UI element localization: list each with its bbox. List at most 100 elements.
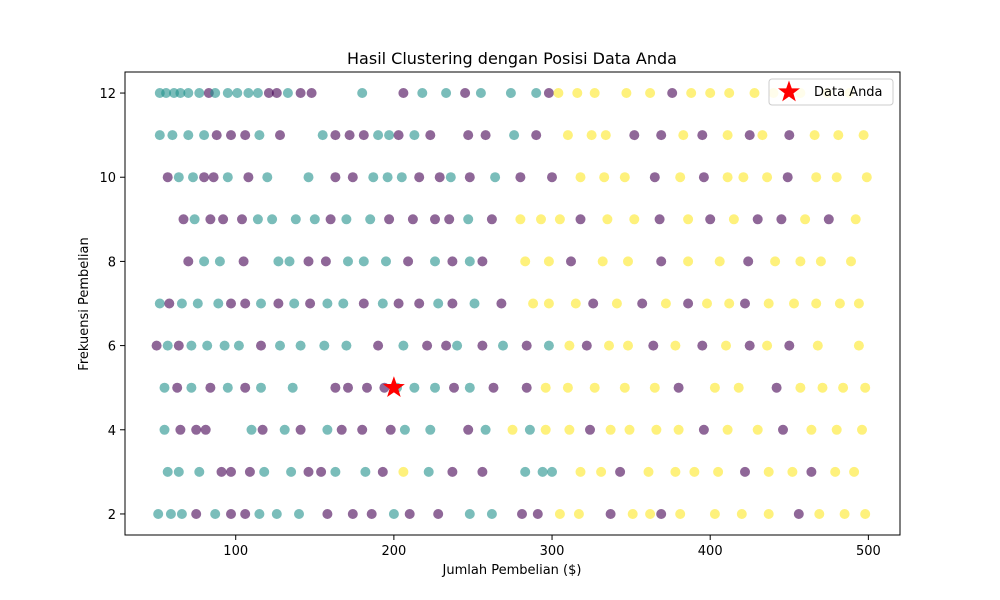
data-point (469, 298, 480, 309)
data-point (477, 256, 488, 267)
data-point (273, 298, 284, 309)
data-point (744, 340, 755, 351)
data-point (629, 214, 640, 225)
data-point (384, 130, 395, 141)
data-point (441, 340, 452, 351)
data-point (377, 466, 388, 477)
data-point (524, 424, 535, 435)
data-point (853, 340, 864, 351)
data-point (303, 172, 314, 183)
data-point (724, 88, 735, 98)
data-point (322, 424, 333, 435)
data-point (554, 214, 565, 225)
data-point (667, 88, 678, 98)
data-point (161, 88, 172, 98)
data-point (515, 214, 526, 225)
data-point (409, 130, 420, 141)
data-point (528, 298, 539, 309)
data-point (447, 466, 458, 477)
data-point (566, 256, 576, 267)
x-axis-label: Jumlah Pembelian ($) (442, 563, 582, 578)
data-point (678, 130, 689, 141)
data-point (581, 340, 592, 351)
data-point (162, 340, 173, 351)
data-point (740, 466, 750, 477)
data-point (447, 256, 458, 267)
data-point (290, 214, 301, 225)
data-point (243, 88, 254, 98)
data-point (570, 298, 581, 309)
x-tick-label: 400 (698, 544, 723, 559)
data-point (709, 382, 720, 393)
data-point (589, 88, 600, 98)
data-point (649, 172, 660, 183)
y-tick-label: 12 (99, 87, 116, 102)
data-point (341, 340, 352, 351)
data-point (705, 88, 716, 98)
data-point (151, 340, 162, 351)
data-point (656, 509, 667, 519)
data-point (178, 214, 189, 225)
data-point (604, 340, 614, 351)
data-point (294, 509, 304, 519)
data-point (537, 466, 548, 477)
data-point (214, 256, 225, 267)
data-point (303, 256, 314, 267)
data-point (477, 466, 488, 477)
data-point (770, 256, 781, 267)
data-point (778, 424, 788, 435)
data-point (463, 214, 474, 225)
data-point (173, 466, 184, 477)
data-point (409, 382, 420, 393)
data-point (173, 340, 184, 351)
data-point (256, 340, 266, 351)
data-point (289, 298, 300, 309)
chart-title: Hasil Clustering dengan Posisi Data Anda (347, 49, 677, 68)
data-point (417, 88, 428, 98)
data-point (232, 88, 243, 98)
data-point (648, 340, 659, 351)
data-point (188, 172, 198, 183)
data-point (573, 509, 584, 519)
data-point (256, 382, 266, 393)
data-point (515, 172, 526, 183)
data-point (233, 340, 244, 351)
data-point (360, 466, 371, 477)
data-point (275, 130, 285, 141)
data-point (809, 130, 820, 141)
data-point (572, 88, 583, 98)
legend-label-data-anda: Data Anda (814, 85, 883, 100)
data-point (543, 298, 554, 309)
data-point (575, 172, 586, 183)
data-point (183, 256, 194, 267)
data-point (850, 214, 861, 225)
data-point (782, 172, 793, 183)
data-point (238, 256, 249, 267)
data-point (714, 256, 725, 267)
data-point (447, 298, 458, 309)
data-point (347, 172, 358, 183)
data-point (237, 214, 247, 225)
data-point (575, 466, 586, 477)
data-point (165, 509, 176, 519)
data-point (222, 172, 233, 183)
data-point (226, 130, 236, 141)
data-point (404, 509, 415, 519)
data-point (267, 214, 278, 225)
data-point (425, 424, 436, 435)
data-point (271, 88, 282, 98)
data-point (643, 466, 654, 477)
data-point (425, 130, 436, 141)
data-point (543, 340, 554, 351)
data-point (738, 172, 749, 183)
data-point (806, 424, 817, 435)
data-point (509, 130, 520, 141)
data-point (341, 214, 352, 225)
data-point (259, 466, 270, 477)
data-point (368, 172, 379, 183)
data-point (722, 424, 733, 435)
data-point (811, 298, 822, 309)
data-point (853, 298, 864, 309)
data-point (205, 382, 216, 393)
data-point (505, 88, 516, 98)
